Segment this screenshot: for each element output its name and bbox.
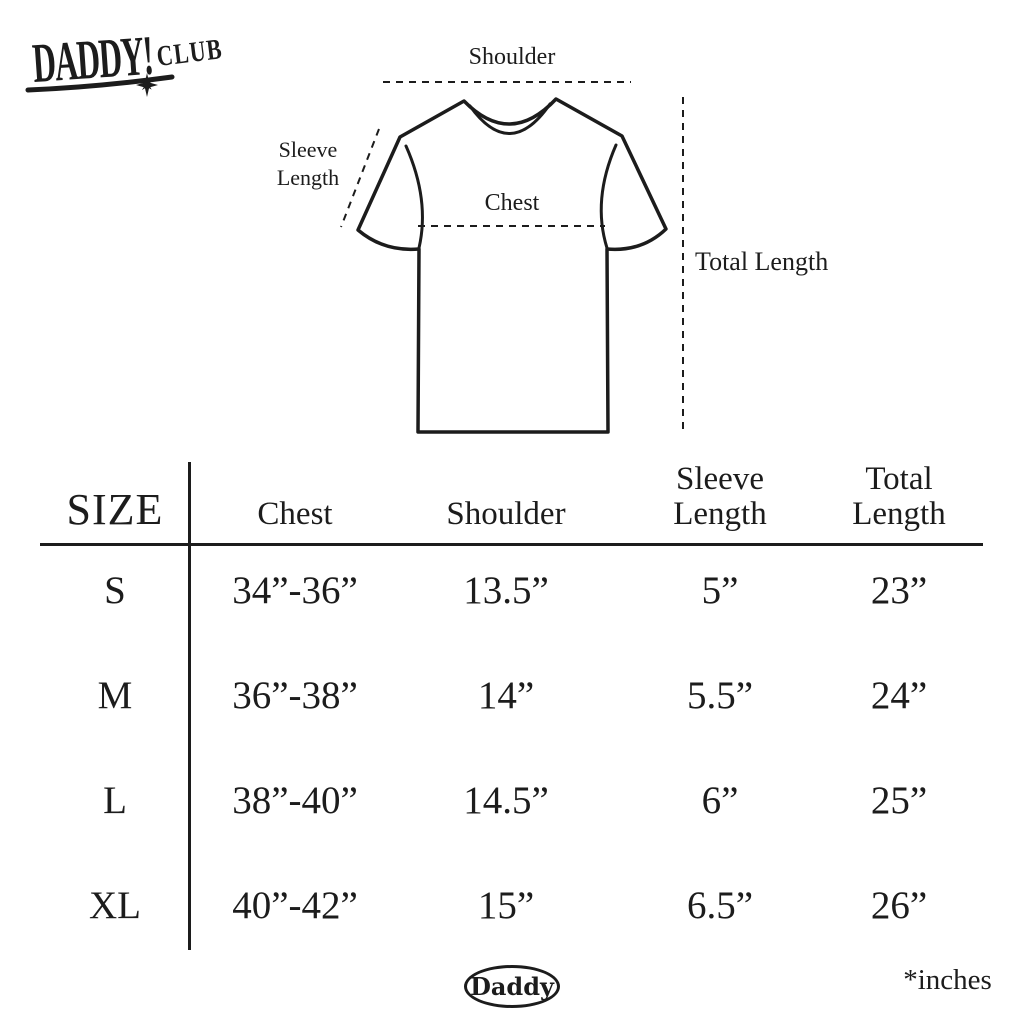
row-s-total: 23” [870, 568, 928, 612]
shoulder-diagram-label: Shoulder [468, 44, 556, 70]
row-xl-size: XL [89, 883, 141, 927]
logo-underline-stroke [25, 74, 175, 93]
row-s-shoulder: 13.5” [463, 568, 549, 612]
header-chest: Chest [257, 496, 333, 532]
table-vertical-divider [188, 462, 191, 950]
sparkle-icon [136, 73, 158, 97]
row-s-sleeve: 5” [701, 568, 739, 612]
row-s-chest: 34”-36” [232, 568, 358, 612]
tshirt-diagram [340, 81, 684, 434]
table-header-divider [40, 543, 983, 546]
tshirt-outline [356, 97, 668, 434]
sleeve-label-line1: Sleeve [278, 137, 338, 162]
row-l-shoulder: 14.5” [463, 778, 549, 822]
header-sleeve-line1: Sleeve [676, 461, 764, 497]
left-sleeve-seam [404, 144, 424, 250]
row-xl-total: 26” [870, 883, 928, 927]
row-xl-chest: 40”-42” [232, 883, 358, 927]
header-sleeve-length: Sleeve Length [612, 462, 828, 538]
row-l-total: 25” [870, 778, 928, 822]
row-m-chest: 36”-38” [232, 673, 358, 717]
table-row-l: L 38”-40” 14.5” 6” 25” [40, 750, 970, 850]
row-xl-shoulder: 15” [477, 883, 535, 927]
row-s-size: S [104, 568, 126, 612]
row-m-total: 24” [870, 673, 928, 717]
row-m-sleeve: 5.5” [686, 673, 754, 717]
sleeve-measure-line [340, 128, 380, 228]
header-total-line1: Total [865, 461, 933, 497]
total-length-diagram-label: Total Length [695, 247, 829, 276]
header-size: SIZE [66, 485, 164, 534]
header-shoulder: Shoulder [446, 496, 566, 532]
size-table-header: SIZE Chest Shoulder Sleeve Length Total … [40, 452, 970, 538]
brand-logo-sub-text: CLUB [155, 33, 224, 73]
right-sleeve-seam [599, 143, 618, 250]
header-total-length: Total Length [828, 462, 970, 538]
table-row-s: S 34”-36” 13.5” 5” 23” [40, 540, 970, 640]
units-note: *inches [903, 964, 992, 996]
daddy-oval-badge: Daddy [464, 965, 560, 1008]
row-xl-sleeve: 6.5” [686, 883, 754, 927]
row-l-size: L [103, 778, 127, 822]
table-row-m: M 36”-38” 14” 5.5” 24” [40, 645, 970, 745]
row-m-shoulder: 14” [477, 673, 535, 717]
header-sleeve-line2: Length [673, 496, 767, 532]
header-total-line2: Length [852, 496, 946, 532]
sleeve-length-diagram-label: Sleeve Length [248, 136, 368, 192]
sleeve-label-line2: Length [276, 165, 340, 190]
row-l-sleeve: 6” [701, 778, 739, 822]
daddy-badge-text: Daddy [470, 972, 554, 1001]
chest-diagram-label: Chest [484, 190, 540, 216]
collar-inner-line [468, 102, 552, 135]
row-m-size: M [97, 673, 133, 717]
brand-logo: DADDY! CLUB [25, 25, 224, 97]
table-row-xl: XL 40”-42” 15” 6.5” 26” [40, 855, 970, 955]
row-l-chest: 38”-40” [232, 778, 358, 822]
